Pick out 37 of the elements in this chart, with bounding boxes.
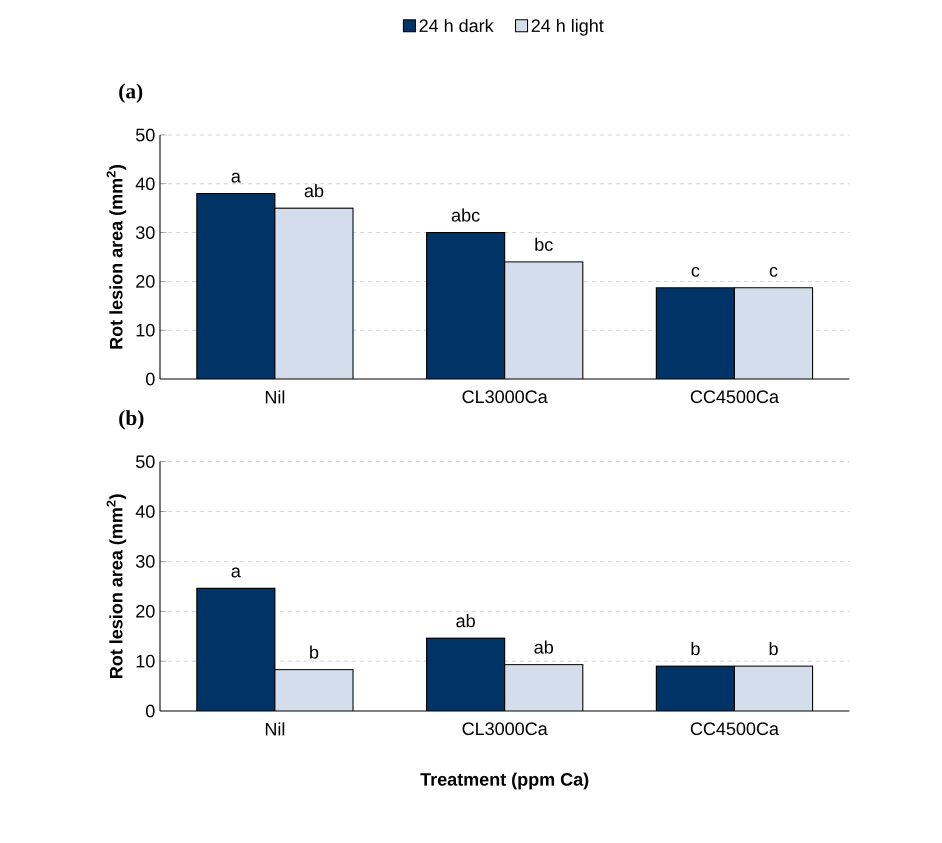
y-tick-label: 40 (136, 177, 155, 190)
annotation: ab (456, 614, 475, 628)
x-tick-label: CC4500Ca (690, 390, 779, 404)
y-tick-label: 30 (136, 226, 155, 239)
x-tick-label: Nil (266, 722, 284, 736)
x-tick-label: CL3000Ca (462, 390, 548, 404)
annotation: c (770, 266, 778, 277)
y-tick-label: 20 (136, 275, 155, 288)
x-axis-title: Treatment (ppm Ca) (420, 772, 588, 790)
y-tick-label: 0 (146, 704, 155, 718)
annotation: ab (304, 184, 324, 198)
chart-title: (a) (119, 84, 142, 103)
x-tick-label: Nil (266, 390, 284, 404)
y-tick-label: 10 (136, 654, 155, 668)
legend-label: 24 h light (532, 18, 604, 36)
annotation: b (692, 642, 700, 656)
x-tick-label: CL3000Ca (462, 722, 548, 736)
y-tick-label: 0 (146, 372, 155, 386)
annotation: ab (534, 640, 553, 654)
y-tick-label: 20 (136, 604, 155, 618)
y-tick-label: 50 (136, 455, 155, 468)
legend-label: 24 h dark (420, 18, 494, 32)
annotation: c (692, 266, 700, 277)
annotation: a (232, 172, 241, 183)
annotation: b (310, 645, 318, 659)
annotation: a (232, 568, 241, 578)
y-axis-title: Rot lesion area (mm$^{2}$) (106, 165, 126, 349)
y-tick-label: 50 (136, 128, 155, 142)
annotation: bc (535, 238, 553, 251)
x-tick-label: CC4500Ca (690, 722, 779, 736)
annotation: abc (452, 208, 480, 222)
y-tick-label: 40 (136, 505, 155, 518)
annotation: b (770, 642, 778, 656)
chart-title: (b) (119, 410, 144, 430)
y-tick-label: 10 (136, 324, 155, 337)
y-axis-title: Rot lesion area (mm$^{2}$) (106, 494, 126, 678)
y-tick-label: 30 (136, 555, 155, 568)
